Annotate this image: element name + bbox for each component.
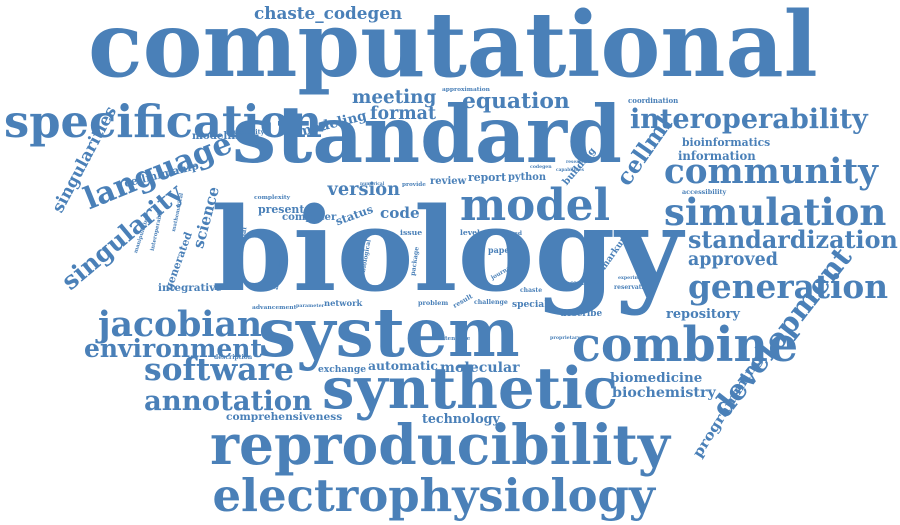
word-technology: technology xyxy=(422,410,500,426)
word-model: model xyxy=(460,180,611,231)
word-electrophysiology: electrophysiology xyxy=(211,468,655,522)
word-python: python xyxy=(508,172,546,183)
word-standard: standard xyxy=(232,89,622,181)
word-meeting: meeting xyxy=(352,87,437,108)
word-describe: describe xyxy=(560,308,603,319)
word-format: format xyxy=(370,103,437,124)
word-codegen: codegen xyxy=(530,164,552,170)
word-report: report xyxy=(468,170,507,184)
word-automatic: automatic xyxy=(368,358,438,373)
word-environment: environment xyxy=(84,333,262,363)
word-repository: repository xyxy=(666,306,740,322)
word-parameter: parameter xyxy=(296,302,325,309)
word-extensible: extensible xyxy=(438,336,471,342)
word-review: review xyxy=(430,176,467,187)
word-issue: issue xyxy=(400,228,423,237)
word-integrative: integrative xyxy=(158,282,222,294)
word-provide: provide xyxy=(402,181,426,188)
word-simulation: simulation xyxy=(664,189,887,234)
word-computational: computational xyxy=(88,0,818,98)
word-reproducibility: reproducibility xyxy=(210,411,670,477)
word-challenge: challenge xyxy=(474,299,508,306)
word-computer: computer xyxy=(282,212,337,223)
word-software: software xyxy=(144,351,294,388)
word-researcher: researcher xyxy=(566,160,593,165)
word-standardization: standardization xyxy=(688,226,898,254)
word-problem: problem xyxy=(418,299,449,307)
word-biomedicine: biomedicine xyxy=(610,369,703,386)
word-proprietary: proprietary xyxy=(550,336,581,341)
word-code: code xyxy=(380,203,420,222)
word-information: information xyxy=(678,149,756,163)
word-comprehensiveness: comprehensiveness xyxy=(226,409,343,423)
word-equation: equation xyxy=(462,89,570,114)
word-overview: overview xyxy=(570,280,600,287)
word-jacobian: jacobian xyxy=(98,303,263,345)
word-community: community xyxy=(664,152,878,192)
word-generation: generation xyxy=(688,266,889,306)
word-biochemistry: biochemistry xyxy=(612,385,716,401)
word-numerical: numerical xyxy=(360,182,385,187)
word-capabilities: capabilities xyxy=(556,168,584,173)
word-present: present xyxy=(258,202,305,216)
word-exchange: exchange xyxy=(318,363,367,375)
word-molecular: molecular xyxy=(440,360,520,376)
word-special: special xyxy=(512,298,548,310)
word-level: level xyxy=(460,228,480,237)
word-description: description xyxy=(214,354,253,361)
word-system: system xyxy=(258,292,520,372)
word-coordination: coordination xyxy=(628,95,679,105)
word-experiment: experiment xyxy=(618,276,649,281)
word-reusability: reusability xyxy=(226,128,265,136)
word-complexity: complexity xyxy=(254,194,291,201)
word-interoperability: interoperability xyxy=(630,103,868,135)
word-paper: paper xyxy=(488,245,514,255)
word-annotation: annotation xyxy=(144,384,313,417)
word-bioinformatics: bioinformatics xyxy=(682,135,771,149)
word-biology: biology xyxy=(212,182,683,318)
word-chaste-codegen: chaste_codegen xyxy=(254,2,403,23)
word-version: version xyxy=(326,180,400,200)
word-synthetic: synthetic xyxy=(322,354,618,422)
word-modelling: modelling xyxy=(192,130,250,142)
word-chaste: chaste xyxy=(520,286,543,294)
word-approved: approved xyxy=(688,249,778,270)
word-hundred: hundred xyxy=(494,230,523,237)
word-accessibility: accessibility xyxy=(682,188,727,196)
word-reservation: reservation xyxy=(614,284,653,291)
word-specification: specification xyxy=(4,94,323,148)
word-approximation: approximation xyxy=(442,86,490,93)
word-combine: combine xyxy=(572,317,799,373)
word-network: network xyxy=(324,298,363,308)
word-advancement: advancement xyxy=(252,304,297,311)
